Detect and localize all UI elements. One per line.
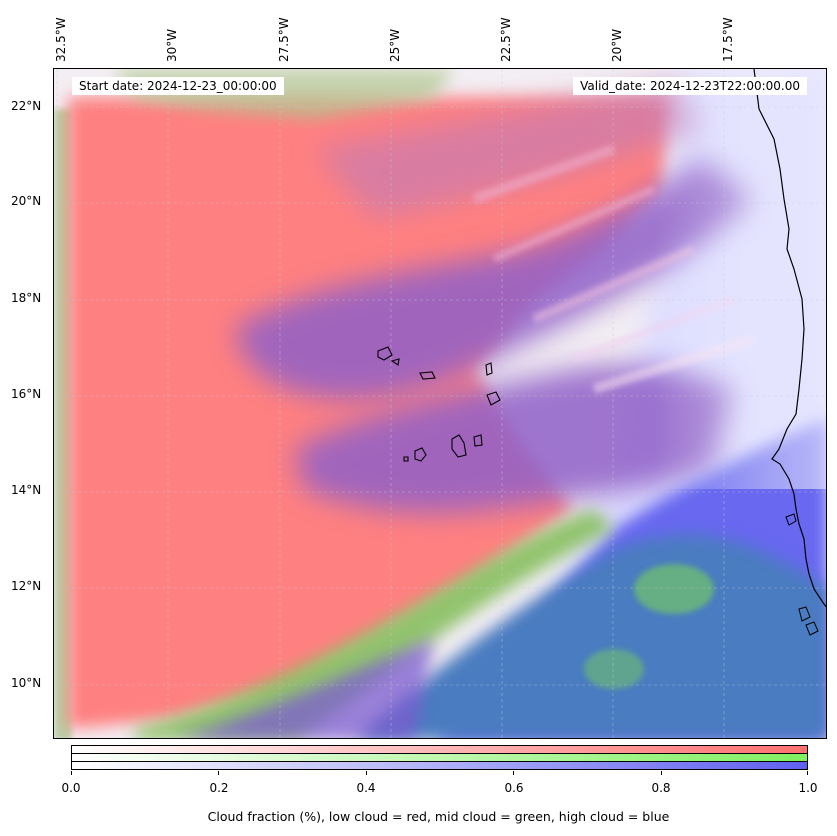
- lat-label-16n: 16°N: [11, 387, 42, 401]
- start-date-label: Start date: 2024-12-23_00:00:00: [72, 77, 284, 95]
- lon-label-32-5w: 32.5°W: [54, 17, 68, 62]
- cbar-tickmark-1: [218, 771, 219, 775]
- colorbar-label: Cloud fraction (%), low cloud = red, mid…: [207, 809, 670, 824]
- island-sao-vicente: [390, 358, 400, 366]
- east-fade: [654, 69, 826, 489]
- lon-label-17-5w: 17.5°W: [721, 17, 735, 62]
- colorbar: [71, 745, 808, 770]
- cbar-tickmark-5: [807, 771, 808, 775]
- cloud-fraction-map[interactable]: [53, 68, 827, 739]
- lon-label-27-5w: 27.5°W: [277, 17, 291, 62]
- colorbar-low: [71, 745, 808, 754]
- green-patch-s: [584, 649, 644, 689]
- island-maio: [473, 434, 483, 447]
- gridlines: [54, 69, 826, 738]
- island-sal: [485, 362, 493, 376]
- cbar-tickmark-0: [71, 771, 72, 775]
- lon-label-25w: 25°W: [388, 28, 402, 62]
- island-boa-vista: [486, 391, 501, 406]
- cbar-tick-5: 1.0: [798, 781, 818, 795]
- lat-label-20n: 20°N: [11, 194, 42, 208]
- cbar-tickmark-2: [366, 771, 367, 775]
- lon-label-30w: 30°W: [165, 28, 179, 62]
- lat-label-22n: 22°N: [11, 99, 42, 113]
- cbar-tick-0: 0.0: [61, 781, 81, 795]
- coast-detail-1: [785, 513, 797, 526]
- cbar-tickmark-3: [513, 771, 514, 775]
- valid-date-label: Valid_date: 2024-12-23T22:00:00.00: [573, 77, 807, 95]
- green-patch-se: [634, 564, 714, 614]
- cbar-tick-4: 0.8: [651, 781, 671, 795]
- lon-label-20w: 20°W: [610, 28, 624, 62]
- lat-label-18n: 18°N: [11, 291, 42, 305]
- lat-label-12n: 12°N: [11, 579, 42, 593]
- island-sao-nicolau: [419, 371, 436, 380]
- cape-verde-islands: [377, 346, 501, 462]
- coast-island-1: [798, 606, 811, 622]
- cbar-tick-2: 0.4: [356, 781, 376, 795]
- lower-purple-band: [294, 365, 734, 513]
- lon-label-22-5w: 22.5°W: [499, 17, 513, 62]
- colorbar-mid: [71, 753, 808, 762]
- coast-island-2: [805, 621, 819, 636]
- upper-purple-band: [234, 159, 754, 399]
- cbar-tick-3: 0.6: [504, 781, 524, 795]
- map-canvas: [54, 69, 826, 738]
- lat-label-10n: 10°N: [11, 676, 42, 690]
- island-brava: [403, 456, 409, 462]
- colorbar-high: [71, 761, 808, 770]
- coastline: [753, 69, 826, 608]
- island-santo-antao: [377, 346, 393, 361]
- south-purple-cloud: [180, 639, 434, 738]
- island-santiago: [451, 434, 467, 458]
- cbar-tick-1: 0.2: [209, 781, 229, 795]
- mid-cloud-band: [134, 509, 614, 738]
- cbar-tickmark-4: [661, 771, 662, 775]
- island-fogo: [414, 447, 427, 462]
- north-purple-streak: [314, 79, 704, 219]
- lat-label-14n: 14°N: [11, 483, 42, 497]
- west-mid-cloud: [54, 109, 72, 738]
